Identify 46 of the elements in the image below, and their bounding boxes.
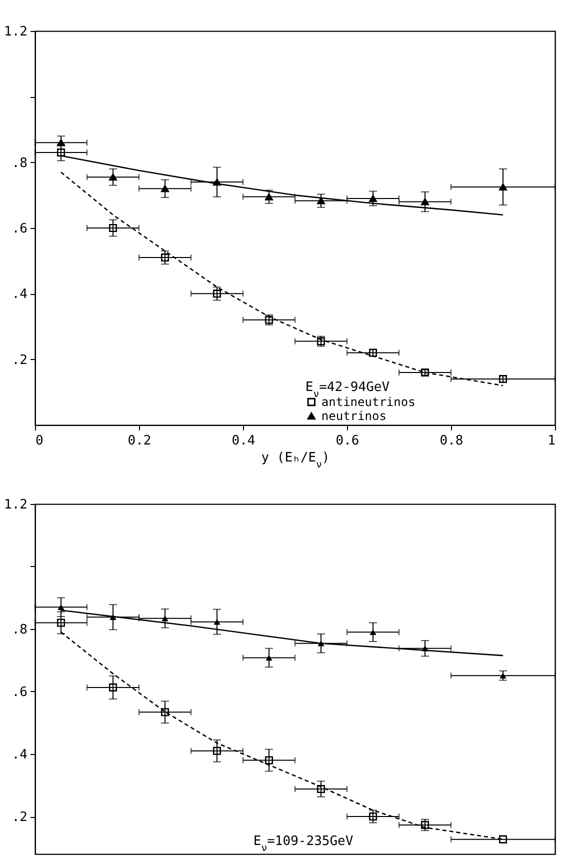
y-tick-label: .8 — [12, 156, 28, 171]
point — [420, 820, 430, 829]
x-tick-label: 0.6 — [336, 434, 360, 448]
point — [212, 746, 222, 755]
y-tick-label: .6 — [12, 222, 28, 236]
point — [498, 183, 508, 191]
point — [368, 812, 378, 821]
point — [108, 224, 118, 232]
y-tick-label: 1.2 — [4, 24, 28, 40]
point — [160, 254, 170, 262]
legend-label: neutrinos — [321, 409, 386, 423]
point — [420, 198, 430, 206]
point — [316, 784, 326, 794]
point — [370, 629, 376, 636]
point — [162, 615, 168, 622]
y-tick-label: 1.2 — [4, 498, 28, 512]
point — [212, 290, 222, 298]
x-tick-label: 0.2 — [128, 434, 152, 448]
point — [108, 683, 118, 692]
x-tick-label: 0 — [36, 434, 44, 448]
y-tick-label: .4 — [12, 748, 28, 762]
y-tick-label: .2 — [12, 352, 28, 368]
x-tick-label: 0.8 — [440, 434, 464, 448]
point — [58, 604, 64, 610]
x-tick-label: 1 — [548, 434, 556, 448]
y-tick-label: .2 — [12, 810, 28, 825]
point — [264, 193, 274, 200]
point — [266, 654, 272, 661]
point — [368, 194, 378, 202]
y-tick-label: .8 — [12, 622, 28, 638]
point — [56, 139, 66, 146]
point — [108, 174, 118, 181]
point — [498, 835, 508, 844]
x-axis-title: y (Eₕ/E$_{ν}$) — [261, 450, 330, 470]
annotation: E$_{ν}$=109-235GeV — [253, 834, 354, 854]
point — [500, 672, 506, 678]
point — [214, 618, 220, 625]
point — [56, 618, 66, 627]
y-tick-label: .6 — [12, 685, 28, 700]
legend-label: antineutrinos — [321, 395, 416, 409]
point — [160, 708, 170, 716]
point — [264, 756, 274, 764]
point — [56, 148, 66, 156]
point — [160, 185, 170, 192]
y-tick-label: .4 — [12, 287, 28, 302]
x-tick-label: 0.4 — [232, 434, 256, 448]
